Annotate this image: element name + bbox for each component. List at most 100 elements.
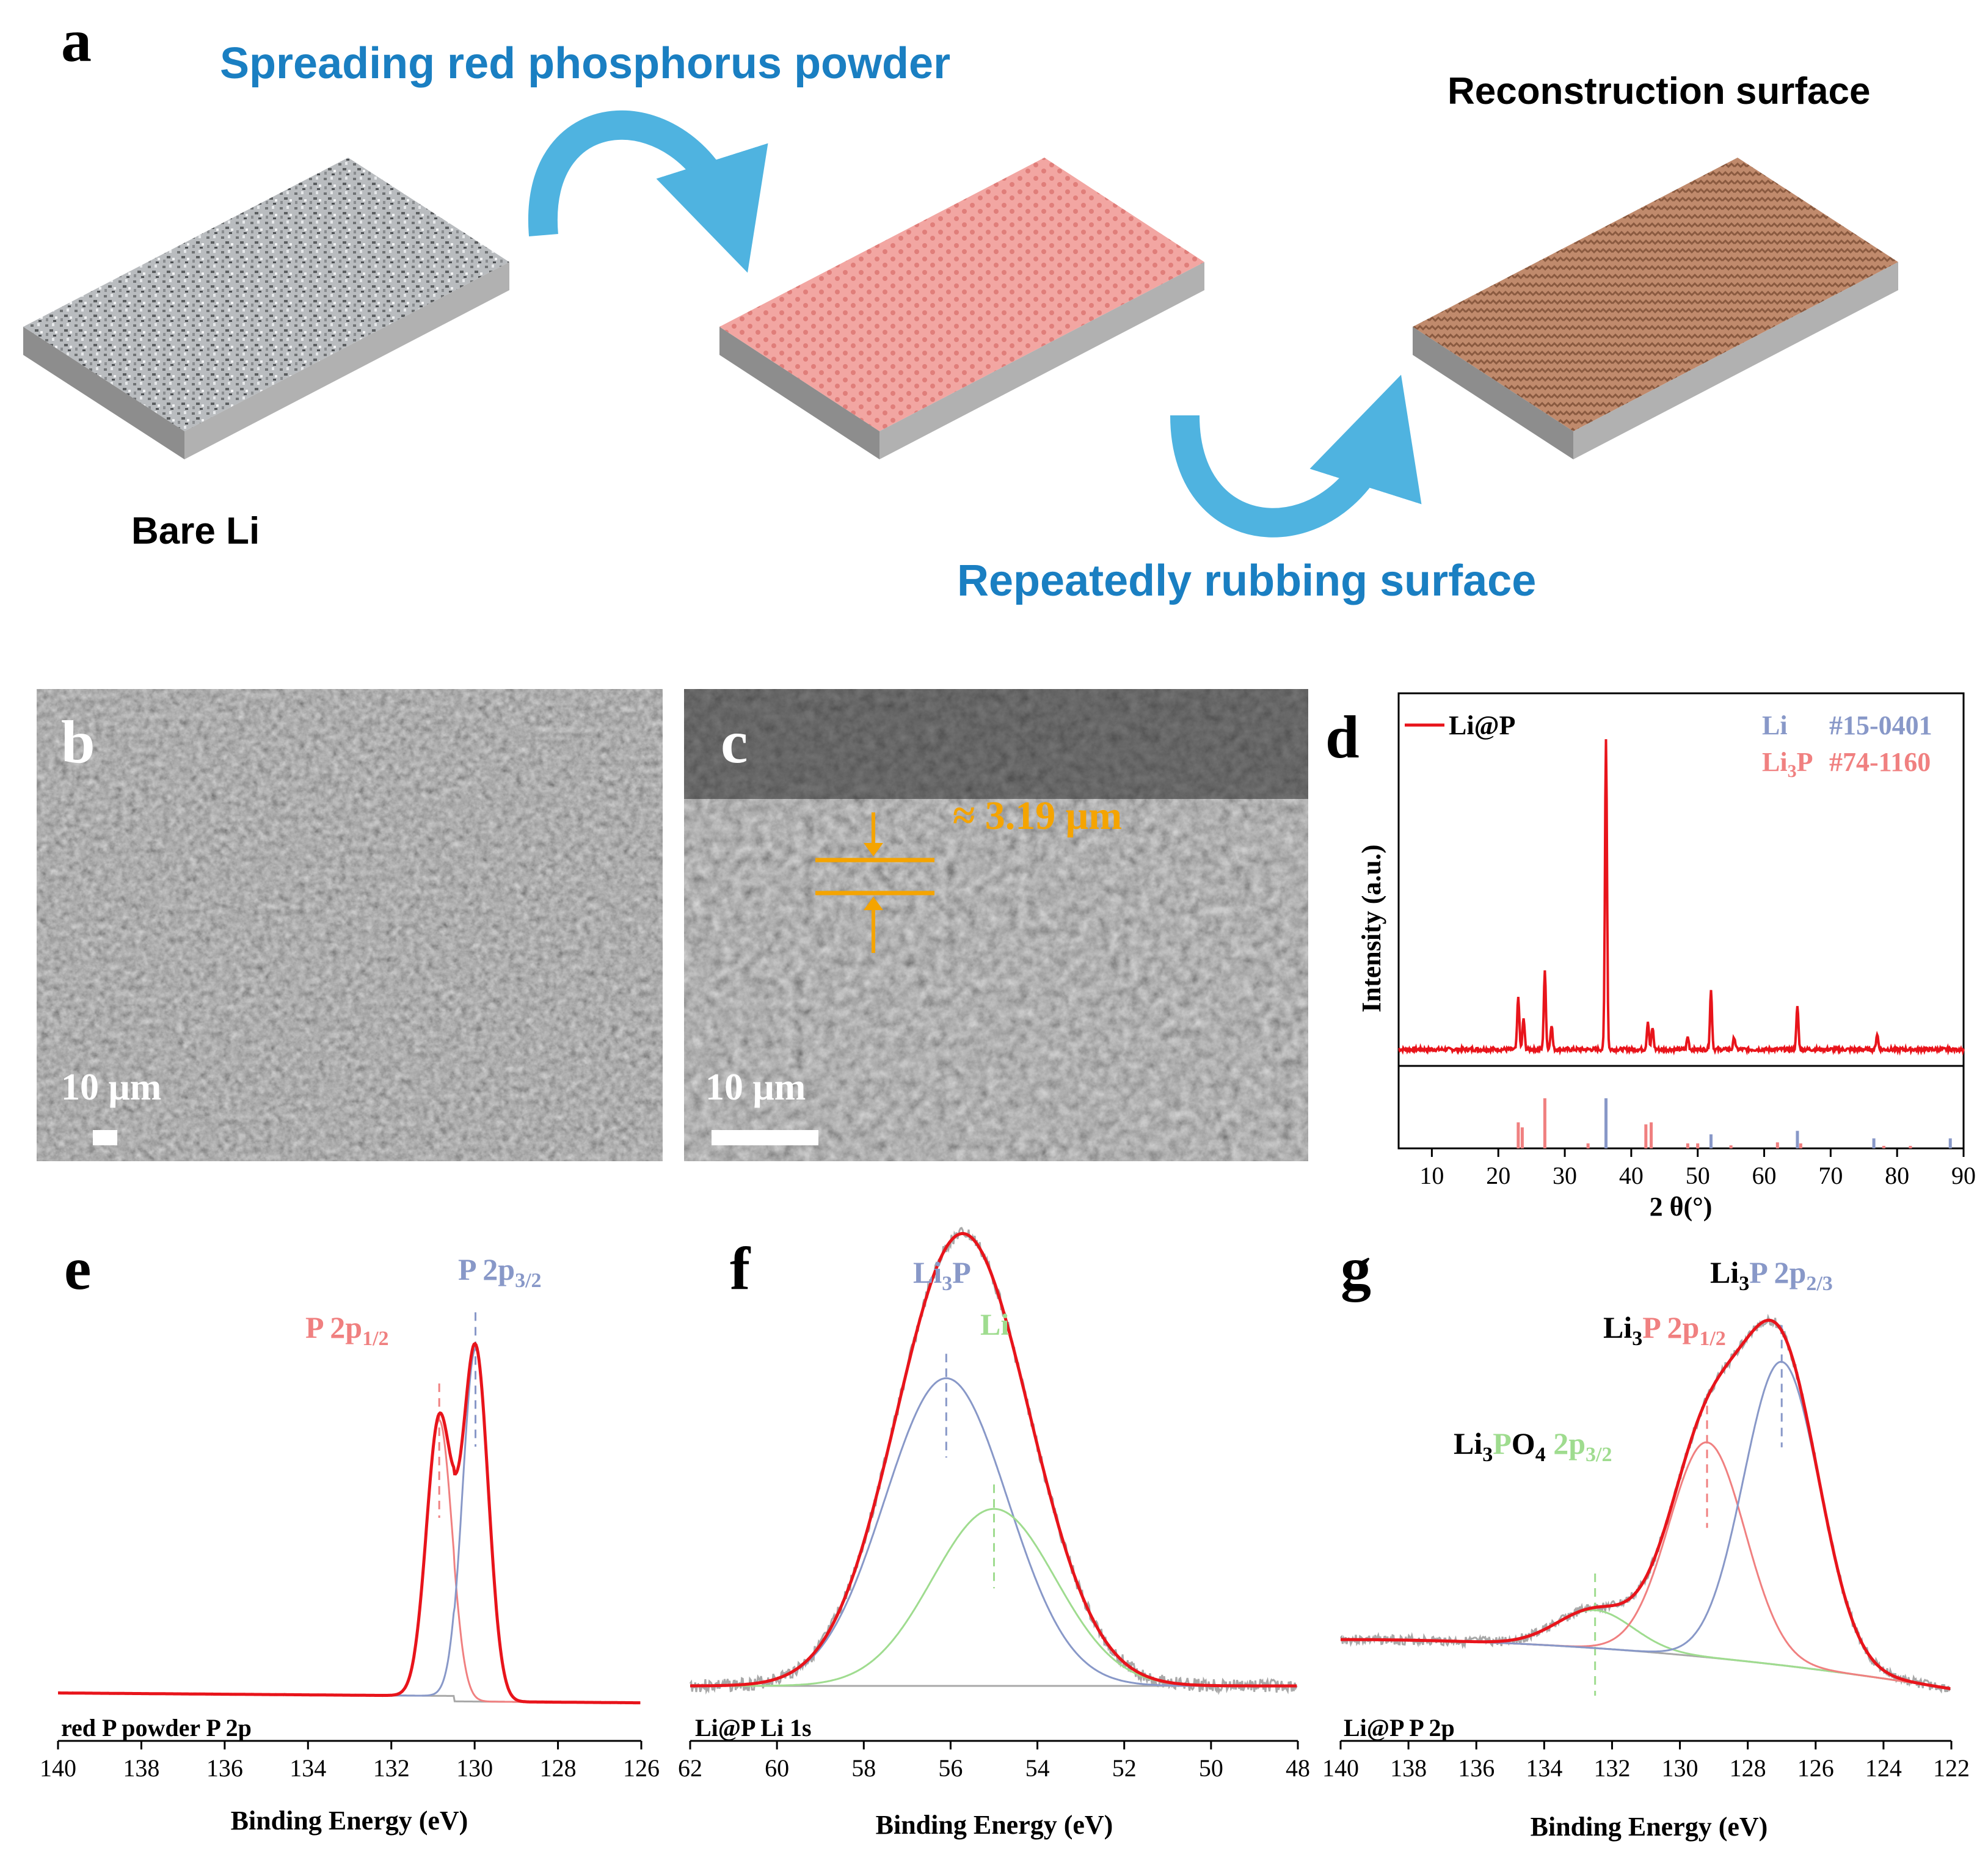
panel-f-xps: f 62 60 58 56 54 52 50 48 Li@P Li 1s Binding En… (678, 1227, 1310, 1840)
reconstructed-side-right (1573, 262, 1898, 459)
scale-bar-b (93, 1130, 117, 1145)
reconstruction-label: Reconstruction surface (1447, 70, 1871, 112)
sem-b-texture (37, 689, 663, 1161)
xps-g-tick-label: 132 (1593, 1754, 1630, 1782)
xps-f-tick-label: 62 (678, 1754, 702, 1782)
bare-li-top (23, 158, 509, 431)
sem-c-background (684, 689, 1308, 799)
reconstructed-side-left (1413, 327, 1573, 459)
xrd-tick-label: 80 (1885, 1162, 1909, 1189)
xps-e-raw (57, 1342, 641, 1705)
xrd-series-li-at-p (1398, 739, 1965, 1056)
g-label-li3p-2p23: Li3P 2p2/3 (1710, 1255, 1833, 1295)
xps-e-tick-label: 140 (40, 1754, 76, 1782)
legend-li3p-card: #74-1160 (1829, 747, 1931, 777)
xps-g-tick-label: 134 (1526, 1754, 1562, 1782)
e-label-p2p12: P 2p1/2 (305, 1310, 389, 1350)
f-label-li: Li (980, 1307, 1009, 1341)
xps-e-tick-label: 136 (206, 1754, 243, 1782)
xps-g-tick-label: 130 (1662, 1754, 1699, 1782)
step1-text: Spreading red phosphorus powder (220, 39, 950, 88)
xrd-xlabel: 2 θ(°) (1650, 1192, 1713, 1222)
xrd-x-ticks: 10 20 30 40 50 60 70 80 90 (1419, 1148, 1976, 1189)
xps-f-tick-label: 58 (851, 1754, 876, 1782)
panel-label-a: a (61, 7, 92, 75)
panel-g-xps: g 140 138 136 134 132 130 128 126 124 122 Li@P P … (1322, 1235, 1970, 1842)
xps-e-tick-label: 130 (456, 1754, 493, 1782)
xrd-tick-label: 20 (1486, 1162, 1510, 1189)
xrd-plot-frame (1397, 692, 1965, 1150)
bare-li-side-left (23, 327, 184, 459)
legend-li3p-ref: Li3P (1762, 747, 1813, 781)
e-label-p2p32: P 2p3/2 (458, 1252, 542, 1292)
xps-g-tick-label: 122 (1933, 1754, 1970, 1782)
g-label-li3p-2p12: Li3P 2p1/2 (1603, 1310, 1726, 1350)
g-label-li3po4: Li3PO4 2p3/2 (1454, 1426, 1612, 1466)
panel-label-f: f (730, 1235, 751, 1302)
xps-e-tick-label: 126 (623, 1754, 660, 1782)
panel-a-schematic: a Spreading red phosphorus powder Repeat… (23, 7, 1898, 605)
xps-f-raw (689, 1227, 1298, 1696)
f-x-ticks: 62 60 58 56 54 52 50 48 (678, 1741, 1310, 1782)
xrd-tick-label: 90 (1951, 1162, 1976, 1189)
panel-c-sem: c ≈ 3.19 μm 10 μm (684, 689, 1308, 1161)
xps-f-tick-label: 60 (765, 1754, 789, 1782)
g-x-ticks: 140 138 136 134 132 130 128 126 124 122 (1322, 1741, 1970, 1782)
scale-bar-c (712, 1130, 818, 1145)
xps-g-tick-label: 140 (1322, 1754, 1359, 1782)
panel-label-d: d (1325, 703, 1360, 771)
scale-bar-c-label: 10 μm (705, 1067, 806, 1108)
g-corner-label: Li@P P 2p (1344, 1714, 1455, 1741)
thickness-arrowhead-down (864, 843, 883, 856)
xps-g-tick-label: 128 (1730, 1754, 1766, 1782)
panel-label-e: e (64, 1235, 91, 1302)
xps-f-tick-label: 50 (1199, 1754, 1223, 1782)
xrd-reference-sticks (1516, 1098, 1952, 1148)
xrd-tick-label: 40 (1619, 1162, 1644, 1189)
curved-arrow-1 (528, 110, 768, 273)
e-corner-label: red P powder P 2p (61, 1714, 252, 1741)
f-corner-label: Li@P Li 1s (695, 1714, 812, 1741)
red-p-slab (719, 158, 1204, 459)
curved-arrow-2 (1170, 374, 1422, 538)
legend-li3p-p: P (1797, 747, 1813, 777)
legend-li-card: #15-0401 (1829, 710, 1932, 740)
bare-li-label: Bare Li (131, 510, 260, 552)
xps-g-tick-label: 126 (1797, 1754, 1834, 1782)
reconstructed-top (1413, 158, 1898, 431)
xrd-ylabel: Intensity (a.u.) (1356, 844, 1386, 1012)
e-x-ticks: 140 138 136 134 132 130 128 126 (40, 1741, 660, 1782)
xps-e-tick-label: 128 (540, 1754, 577, 1782)
bare-li-side-right (184, 262, 509, 459)
xps-g-tick-label: 124 (1865, 1754, 1902, 1782)
panel-label-g: g (1341, 1235, 1371, 1302)
xps-e-tick-label: 134 (289, 1754, 326, 1782)
xps-e-envelope (58, 1341, 641, 1705)
panel-e-xps: e 140 138 136 134 132 130 128 126 red P powder … (40, 1235, 660, 1836)
f-curves (689, 1227, 1298, 1696)
xps-g-component-1 (1341, 1609, 1951, 1690)
panel-label-b: b (61, 708, 95, 776)
red-p-top (719, 158, 1204, 431)
g-xlabel: Binding Energy (eV) (1531, 1812, 1768, 1842)
xrd-tick-label: 10 (1419, 1162, 1444, 1189)
e-xlabel: Binding Energy (eV) (231, 1806, 468, 1836)
g-curves (1339, 1313, 1951, 1696)
reconstructed-slab (1413, 158, 1898, 459)
xps-e-tick-label: 132 (373, 1754, 410, 1782)
legend-li-ref: Li (1762, 710, 1788, 740)
thickness-arrowhead-up (864, 897, 883, 910)
panel-label-c: c (721, 708, 748, 776)
e-curves (57, 1312, 641, 1705)
xrd-tick-label: 60 (1752, 1162, 1777, 1189)
panel-b-sem: b 10 μm (37, 689, 663, 1161)
panel-d-xrd: d 10 20 30 40 50 60 70 80 90 2 θ(°) Intensity (a… (1325, 692, 1976, 1222)
xps-e-tick-label: 138 (123, 1754, 159, 1782)
red-p-side-left (719, 327, 879, 459)
legend-li-at-p: Li@P (1449, 710, 1515, 740)
step2-text: Repeatedly rubbing surface (957, 556, 1536, 605)
xps-g-tick-label: 136 (1458, 1754, 1495, 1782)
legend-li3p-sub: 3 (1788, 761, 1797, 781)
xps-g-tick-label: 138 (1390, 1754, 1427, 1782)
